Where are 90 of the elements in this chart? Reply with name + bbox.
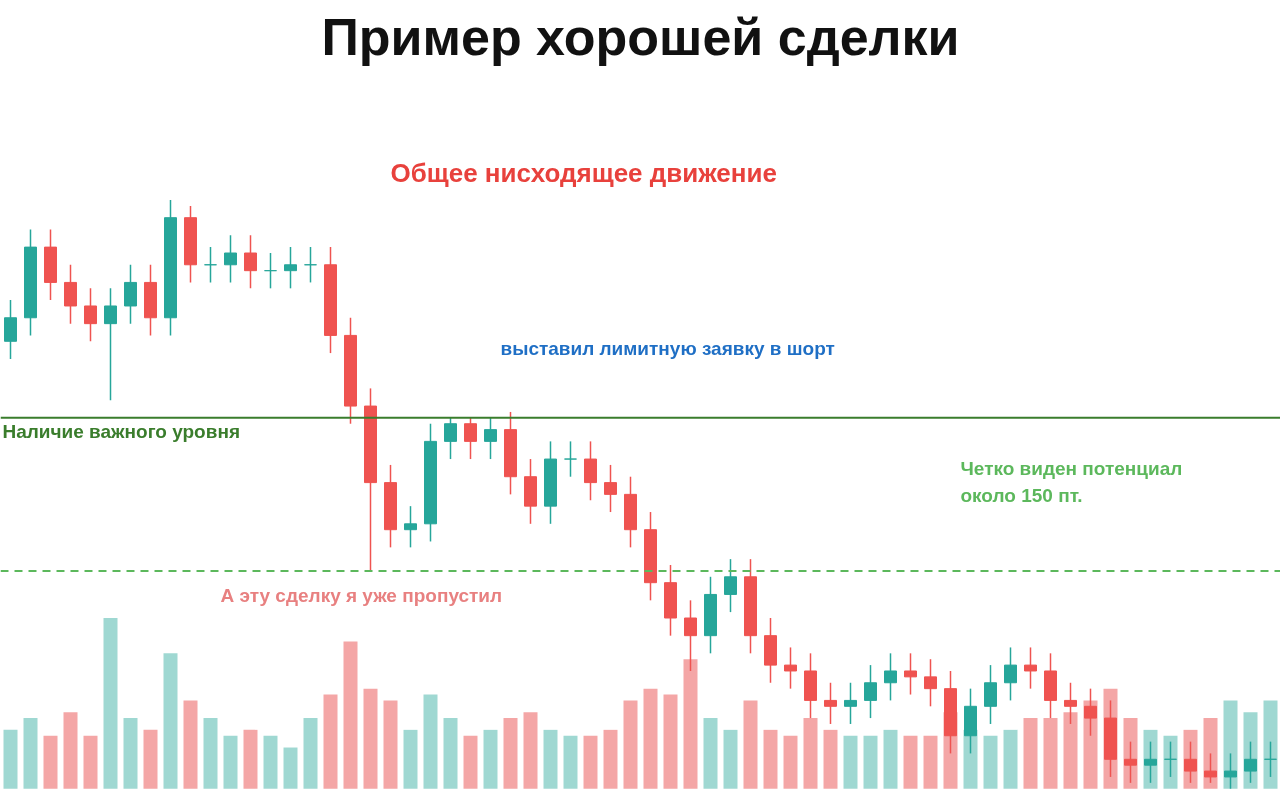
bar <box>623 700 638 789</box>
bar <box>123 718 138 789</box>
candlestick <box>584 440 597 502</box>
bar <box>183 700 198 789</box>
candlestick <box>904 652 917 696</box>
bar <box>883 729 898 789</box>
candlestick <box>464 417 477 460</box>
bar <box>203 718 218 789</box>
bar <box>443 718 458 789</box>
bar <box>723 729 738 789</box>
bar <box>863 735 878 789</box>
bar <box>543 729 558 789</box>
bar <box>683 659 698 789</box>
bar <box>423 694 438 789</box>
candlestick <box>404 505 417 549</box>
bar <box>223 735 238 789</box>
candlestick <box>824 682 837 725</box>
candlestick <box>304 246 317 284</box>
bar <box>1223 700 1238 789</box>
bar <box>643 688 658 789</box>
text: Общее нисходящее движение <box>390 158 777 189</box>
bar <box>1263 700 1278 789</box>
bar <box>3 729 18 789</box>
bar <box>403 729 418 789</box>
bar <box>783 735 798 789</box>
bar <box>23 718 38 789</box>
candlestick <box>864 664 877 719</box>
bar <box>903 735 918 789</box>
candlestick <box>724 558 737 613</box>
candlestick <box>204 246 217 284</box>
candlestick <box>784 646 797 690</box>
candlestick <box>284 246 297 290</box>
candlestick <box>84 287 97 343</box>
bar <box>303 718 318 789</box>
bar <box>523 712 538 789</box>
candlestick <box>884 652 897 702</box>
candlestick <box>844 682 857 725</box>
bar <box>1003 729 1018 789</box>
candlestick <box>244 234 257 290</box>
candlestick <box>104 287 117 401</box>
bar <box>583 735 598 789</box>
annotation: Четко виден потенциал около 150 пт. <box>960 457 1183 507</box>
candlestick <box>484 417 497 460</box>
candlestick <box>1024 646 1037 690</box>
bar <box>283 747 298 789</box>
candlestick <box>224 234 237 284</box>
bar <box>803 718 818 789</box>
bar <box>483 729 498 789</box>
bar <box>103 618 118 789</box>
bar <box>603 729 618 789</box>
bar <box>1043 718 1058 789</box>
bar <box>843 735 858 789</box>
annotation: А эту сделку я уже пропустил <box>220 585 503 607</box>
bar <box>1023 718 1038 789</box>
candlestick <box>64 264 77 325</box>
bar <box>563 735 578 789</box>
bar <box>363 688 378 789</box>
bar <box>1063 712 1078 789</box>
bar <box>503 718 518 789</box>
bar <box>263 735 278 789</box>
bar <box>343 641 358 789</box>
bar <box>83 735 98 789</box>
candlestick <box>924 658 937 708</box>
bar <box>323 694 338 789</box>
bar <box>43 735 58 789</box>
chart-title: Пример хорошей сделки <box>321 7 960 66</box>
bar <box>703 718 718 789</box>
candlestick <box>564 440 577 478</box>
bar <box>983 735 998 789</box>
candlestick <box>124 264 137 325</box>
candlestick <box>604 464 617 513</box>
bar <box>823 729 838 789</box>
bar <box>163 653 178 789</box>
bar <box>63 712 78 789</box>
candlestick <box>984 664 997 725</box>
bar <box>143 729 158 789</box>
bar <box>923 735 938 789</box>
candlestick <box>1004 646 1017 702</box>
bar <box>1163 735 1178 789</box>
bar <box>743 700 758 789</box>
ref-line-label: Наличие важного уровня <box>2 420 240 442</box>
bar <box>383 700 398 789</box>
bar <box>663 694 678 789</box>
candlestick <box>444 417 457 460</box>
bar <box>763 729 778 789</box>
candlestick <box>4 299 17 360</box>
annotation: выставил лимитную заявку в шорт <box>500 337 835 359</box>
bar <box>463 735 478 789</box>
candlestick <box>264 252 277 290</box>
bar <box>243 729 258 789</box>
